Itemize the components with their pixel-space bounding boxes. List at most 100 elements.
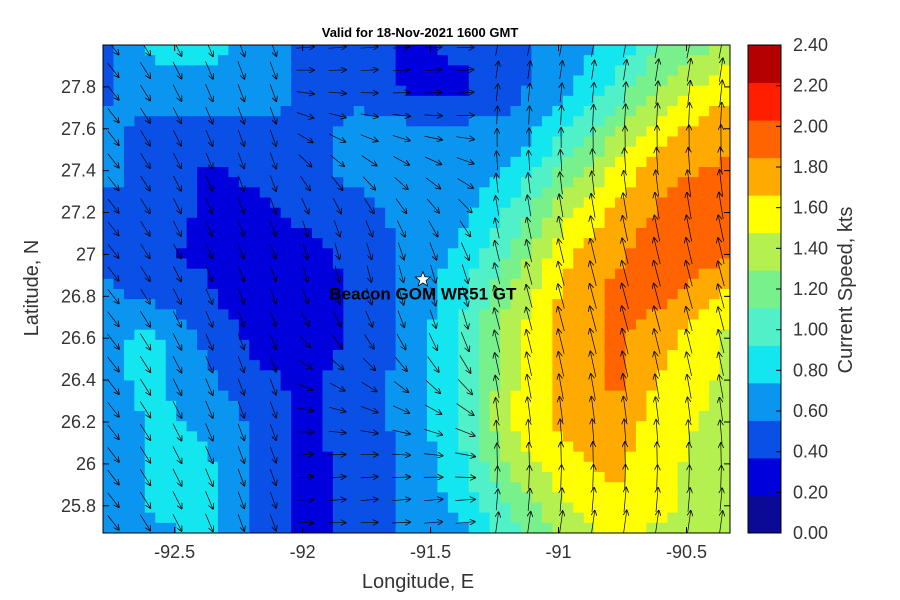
vector-arrow <box>361 155 377 166</box>
speed-cell <box>562 75 574 87</box>
speed-cell <box>594 207 606 219</box>
speed-cell <box>719 502 730 514</box>
speed-cell <box>364 512 376 524</box>
speed-cell <box>458 45 470 56</box>
speed-cell <box>426 167 438 178</box>
speed-cell <box>165 55 177 66</box>
speed-cell <box>280 492 292 504</box>
speed-cell <box>719 217 730 229</box>
speed-cell <box>615 197 627 209</box>
chart-title: Valid for 18-Nov-2021 1600 GMT <box>322 25 519 40</box>
speed-cell <box>521 228 533 239</box>
speed-cell <box>426 512 438 524</box>
speed-cell <box>667 309 679 321</box>
speed-cell <box>406 197 418 209</box>
speed-cell <box>646 45 658 56</box>
speed-cell <box>165 167 177 178</box>
speed-cell <box>270 522 282 533</box>
vector-arrow <box>237 106 244 124</box>
speed-cell <box>301 319 313 331</box>
speed-cell <box>259 299 271 310</box>
speed-cell <box>113 441 125 453</box>
speed-cell <box>374 146 386 158</box>
speed-cell <box>176 45 188 56</box>
speed-cell <box>541 136 553 148</box>
speed-cell <box>426 55 438 66</box>
speed-cell <box>207 55 219 66</box>
vector-arrow <box>397 310 404 328</box>
speed-cell <box>197 339 209 351</box>
speed-cell <box>113 502 125 514</box>
speed-cell <box>458 482 470 493</box>
speed-cell <box>123 390 135 402</box>
speed-cell <box>291 350 303 361</box>
speed-cell <box>709 492 721 504</box>
speed-cell <box>562 217 574 229</box>
speed-cell <box>510 167 522 178</box>
speed-cell <box>521 156 533 168</box>
speed-cell <box>238 482 250 493</box>
speed-cell <box>312 106 324 117</box>
speed-cell <box>625 299 637 310</box>
speed-cell <box>217 482 229 493</box>
speed-cell <box>719 278 730 290</box>
speed-cell <box>656 85 668 97</box>
speed-cell <box>437 400 449 412</box>
y-tick-label: 26 <box>76 454 96 474</box>
speed-cell <box>312 268 324 280</box>
speed-cell <box>186 228 198 239</box>
speed-cell <box>667 95 679 107</box>
speed-cell <box>176 482 188 493</box>
speed-cell <box>594 472 606 483</box>
vector-arrow <box>107 266 119 281</box>
speed-cell <box>562 238 574 249</box>
speed-cell <box>562 156 574 168</box>
speed-cell <box>468 492 480 504</box>
speed-cell <box>332 238 344 249</box>
speed-cell <box>709 217 721 229</box>
speed-cell <box>604 451 616 463</box>
vector-arrow <box>424 404 442 414</box>
speed-cell <box>186 492 198 504</box>
vector-arrow <box>172 288 181 304</box>
speed-cell <box>552 95 564 107</box>
speed-cell <box>123 268 135 280</box>
speed-cell <box>249 502 261 514</box>
beacon-marker: Beacon GOM WR51 GT <box>329 270 517 304</box>
speed-cell <box>615 350 627 361</box>
speed-cell <box>301 95 313 107</box>
speed-cell <box>646 512 658 524</box>
speed-cell <box>144 370 156 382</box>
speed-cell <box>468 95 480 107</box>
speed-cell <box>426 329 438 341</box>
speed-cell <box>301 411 313 422</box>
speed-cell <box>217 360 229 371</box>
speed-cell <box>217 451 229 463</box>
speed-cell <box>646 431 658 443</box>
speed-cell <box>500 431 512 443</box>
speed-cell <box>615 146 627 158</box>
speed-cell <box>625 441 637 453</box>
speed-cell <box>709 441 721 453</box>
vector-arrow <box>269 84 276 101</box>
speed-cell <box>406 75 418 87</box>
speed-cell <box>510 289 522 300</box>
speed-cell <box>552 329 564 341</box>
speed-cell <box>270 299 282 310</box>
speed-cell <box>197 522 209 533</box>
speed-cell <box>656 461 668 473</box>
speed-cell <box>521 299 533 310</box>
vector-arrow <box>558 284 565 309</box>
speed-cell <box>719 370 730 382</box>
speed-cell <box>521 187 533 199</box>
vector-arrow <box>496 398 499 421</box>
speed-cell <box>312 411 324 422</box>
speed-cell <box>541 167 553 178</box>
speed-cell <box>426 431 438 443</box>
speed-cell <box>385 238 397 249</box>
speed-cell <box>374 85 386 97</box>
vector-arrow <box>559 45 562 57</box>
speed-cell <box>406 85 418 97</box>
speed-cell <box>103 390 115 402</box>
speed-cell <box>197 380 209 392</box>
